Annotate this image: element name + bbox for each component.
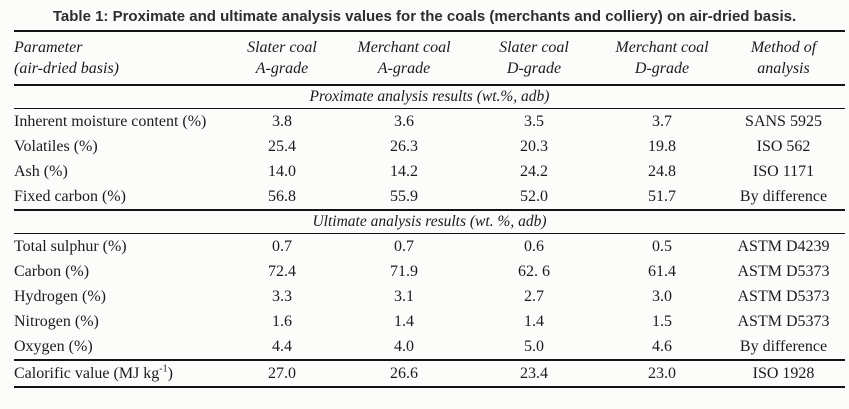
column-header-line2: D-grade bbox=[634, 60, 690, 77]
value-cell: 23.0 bbox=[648, 365, 676, 382]
column-header-line1: Slater coal bbox=[499, 39, 569, 56]
method-cell: ASTM D5373 bbox=[737, 263, 830, 280]
value-cell: 0.7 bbox=[272, 238, 292, 255]
table-row: Hydrogen (%) 3.3 3.1 2.7 3.0 ASTM D5373 bbox=[14, 284, 845, 309]
value-cell: 52.0 bbox=[520, 188, 548, 205]
table-row: Total sulphur (%) 0.7 0.7 0.6 0.5 ASTM D… bbox=[14, 234, 845, 260]
table-row: Volatiles (%) 25.4 26.3 20.3 19.8 ISO 56… bbox=[14, 134, 845, 159]
column-header-slater-a: Slater coal A-grade bbox=[222, 31, 342, 85]
value-cell: 4.0 bbox=[394, 338, 414, 355]
table-row: Oxygen (%) 4.4 4.0 5.0 4.6 By difference bbox=[14, 334, 845, 360]
parameter-cell: Total sulphur (%) bbox=[14, 238, 127, 255]
parameter-cell: Oxygen (%) bbox=[14, 338, 93, 355]
section-band-proximate: Proximate analysis results (wt.%, adb) bbox=[14, 85, 845, 109]
method-cell: ASTM D5373 bbox=[737, 288, 830, 305]
value-cell: 5.0 bbox=[524, 338, 544, 355]
method-cell: ASTM D5373 bbox=[737, 313, 830, 330]
value-cell: 20.3 bbox=[520, 138, 548, 155]
table-row: Ash (%) 14.0 14.2 24.2 24.8 ISO 1171 bbox=[14, 159, 845, 184]
value-cell: 62. 6 bbox=[518, 263, 550, 280]
column-header-line1: Method of bbox=[750, 39, 817, 56]
method-cell: ISO 562 bbox=[756, 138, 811, 155]
parameter-cell: Nitrogen (%) bbox=[14, 313, 99, 330]
value-cell: 72.4 bbox=[268, 263, 296, 280]
value-cell: 2.7 bbox=[524, 288, 544, 305]
value-cell: 19.8 bbox=[648, 138, 676, 155]
page-title: Table 1: Proximate and ultimate analysis… bbox=[52, 8, 797, 25]
table-row: Carbon (%) 72.4 71.9 62. 6 61.4 ASTM D53… bbox=[14, 259, 845, 284]
value-cell: 61.4 bbox=[648, 263, 676, 280]
column-header-line2: D-grade bbox=[506, 60, 562, 77]
value-cell: 26.3 bbox=[390, 138, 418, 155]
value-cell: 3.3 bbox=[272, 288, 292, 305]
value-cell: 14.0 bbox=[268, 163, 296, 180]
table-row-calorific-value: Calorific value (MJ kg-1) 27.0 26.6 23.4… bbox=[14, 360, 845, 387]
method-cell: ASTM D4239 bbox=[737, 238, 830, 255]
method-cell: ISO 1171 bbox=[752, 163, 815, 180]
column-header-line1: Merchant coal bbox=[357, 39, 451, 56]
section-band-ultimate: Ultimate analysis results (wt. %, adb) bbox=[14, 210, 845, 234]
table-row: Nitrogen (%) 1.6 1.4 1.4 1.5 ASTM D5373 bbox=[14, 309, 845, 334]
method-cell: By difference bbox=[739, 338, 828, 355]
parameter-cell: Calorific value (MJ kg-1) bbox=[14, 360, 222, 387]
value-cell: 1.6 bbox=[272, 313, 292, 330]
parameter-cell: Inherent moisture content (%) bbox=[14, 113, 207, 130]
column-header-merchant-a: Merchant coal A-grade bbox=[342, 31, 466, 85]
value-cell: 24.8 bbox=[648, 163, 676, 180]
column-header-line1: Slater coal bbox=[247, 39, 317, 56]
parameter-cell: Carbon (%) bbox=[14, 263, 90, 280]
value-cell: 71.9 bbox=[390, 263, 418, 280]
value-cell: 1.4 bbox=[394, 313, 414, 330]
method-cell: ISO 1928 bbox=[752, 365, 815, 382]
value-cell: 55.9 bbox=[390, 188, 418, 205]
value-cell: 0.5 bbox=[652, 238, 672, 255]
parameter-text-end: ) bbox=[167, 365, 173, 382]
value-cell: 3.1 bbox=[394, 288, 414, 305]
method-cell: SANS 5925 bbox=[745, 113, 822, 130]
column-header-line2: A-grade bbox=[255, 60, 309, 77]
section-label: Ultimate analysis results (wt. %, adb) bbox=[312, 213, 547, 230]
parameter-cell: Fixed carbon (%) bbox=[14, 188, 126, 205]
table-row: Inherent moisture content (%) 3.8 3.6 3.… bbox=[14, 109, 845, 135]
parameter-cell: Hydrogen (%) bbox=[14, 288, 106, 305]
value-cell: 51.7 bbox=[648, 188, 676, 205]
value-cell: 3.5 bbox=[524, 113, 544, 130]
value-cell: 24.2 bbox=[520, 163, 548, 180]
parameter-cell: Volatiles (%) bbox=[14, 138, 98, 155]
value-cell: 27.0 bbox=[268, 365, 296, 382]
column-header-merchant-d: Merchant coal D-grade bbox=[602, 31, 722, 85]
parameter-superscript: -1 bbox=[159, 363, 168, 375]
column-header-slater-d: Slater coal D-grade bbox=[466, 31, 602, 85]
table-header-row: Parameter (air-dried basis) Slater coal … bbox=[14, 31, 845, 85]
column-header-method: Method of analysis bbox=[722, 31, 845, 85]
column-header-line2: A-grade bbox=[377, 60, 431, 77]
value-cell: 23.4 bbox=[520, 365, 548, 382]
value-cell: 3.8 bbox=[272, 113, 292, 130]
section-label: Proximate analysis results (wt.%, adb) bbox=[309, 88, 550, 105]
parameter-text: Calorific value (MJ kg bbox=[14, 365, 160, 382]
column-header-line2: analysis bbox=[757, 60, 810, 77]
value-cell: 0.7 bbox=[394, 238, 414, 255]
value-cell: 3.6 bbox=[394, 113, 414, 130]
method-cell: By difference bbox=[739, 188, 828, 205]
table-row: Fixed carbon (%) 56.8 55.9 52.0 51.7 By … bbox=[14, 184, 845, 210]
column-header-line1: Merchant coal bbox=[615, 39, 709, 56]
analysis-table: Parameter (air-dried basis) Slater coal … bbox=[14, 30, 845, 388]
value-cell: 14.2 bbox=[390, 163, 418, 180]
parameter-cell: Ash (%) bbox=[14, 163, 68, 180]
value-cell: 1.5 bbox=[652, 313, 672, 330]
value-cell: 4.6 bbox=[652, 338, 672, 355]
column-header-line1: Parameter bbox=[14, 39, 83, 56]
value-cell: 3.7 bbox=[652, 113, 672, 130]
column-header-parameter: Parameter (air-dried basis) bbox=[14, 31, 222, 85]
value-cell: 56.8 bbox=[268, 188, 296, 205]
value-cell: 25.4 bbox=[268, 138, 296, 155]
value-cell: 4.4 bbox=[272, 338, 292, 355]
value-cell: 1.4 bbox=[524, 313, 544, 330]
value-cell: 3.0 bbox=[652, 288, 672, 305]
value-cell: 0.6 bbox=[524, 238, 544, 255]
value-cell: 26.6 bbox=[390, 365, 418, 382]
column-header-line2: (air-dried basis) bbox=[14, 60, 120, 77]
